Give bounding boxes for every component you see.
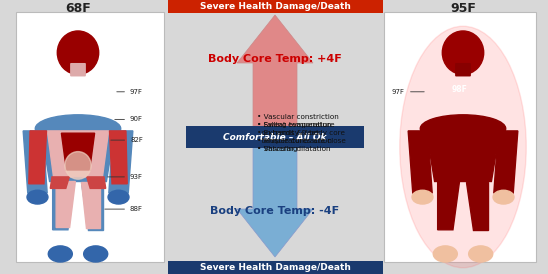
- Text: 88F: 88F: [105, 206, 143, 212]
- Text: Body Core Temp: -4F: Body Core Temp: -4F: [210, 206, 340, 215]
- Text: 93F: 93F: [108, 174, 143, 180]
- Polygon shape: [53, 181, 75, 230]
- Ellipse shape: [420, 115, 506, 142]
- Ellipse shape: [469, 246, 493, 262]
- Polygon shape: [29, 131, 47, 184]
- Ellipse shape: [58, 31, 99, 75]
- Ellipse shape: [65, 152, 91, 179]
- Text: • Sweat evaporation
• Extremity & body core
  temperatures are close
• Vascular : • Sweat evaporation • Extremity & body c…: [257, 122, 346, 152]
- Text: Severe Health Damage/Death: Severe Health Damage/Death: [199, 2, 350, 11]
- Text: • Vascular constriction
• Falling temperature
  on hands & feet
• Muscle contrac: • Vascular constriction • Falling temper…: [257, 114, 339, 152]
- Polygon shape: [438, 181, 460, 230]
- FancyBboxPatch shape: [168, 0, 383, 13]
- Polygon shape: [87, 177, 106, 189]
- Polygon shape: [408, 131, 432, 193]
- Text: Comfortable – All Ok: Comfortable – All Ok: [223, 133, 327, 141]
- Text: Severe Health Damage/Death: Severe Health Damage/Death: [199, 263, 350, 272]
- Ellipse shape: [433, 246, 458, 262]
- Text: 98F: 98F: [70, 101, 86, 110]
- Polygon shape: [466, 181, 488, 230]
- Polygon shape: [50, 177, 69, 189]
- FancyBboxPatch shape: [168, 261, 383, 274]
- Polygon shape: [56, 181, 76, 227]
- Ellipse shape: [84, 246, 108, 262]
- Ellipse shape: [493, 190, 514, 204]
- FancyBboxPatch shape: [16, 12, 164, 262]
- Polygon shape: [23, 131, 47, 193]
- Text: 90F: 90F: [115, 116, 143, 122]
- Ellipse shape: [399, 26, 526, 268]
- Polygon shape: [82, 181, 104, 230]
- Text: 97F: 97F: [392, 89, 424, 95]
- Polygon shape: [48, 131, 109, 177]
- Polygon shape: [41, 129, 115, 181]
- Text: 97F: 97F: [117, 89, 143, 95]
- Ellipse shape: [48, 246, 72, 262]
- Text: Body Core Temp: +4F: Body Core Temp: +4F: [208, 53, 342, 64]
- Polygon shape: [494, 131, 518, 193]
- Polygon shape: [426, 129, 500, 181]
- Polygon shape: [61, 133, 95, 170]
- FancyBboxPatch shape: [455, 63, 471, 76]
- Polygon shape: [237, 148, 313, 257]
- Text: 95F: 95F: [450, 1, 476, 15]
- FancyBboxPatch shape: [384, 12, 536, 262]
- Ellipse shape: [412, 190, 433, 204]
- Ellipse shape: [108, 190, 129, 204]
- Polygon shape: [110, 131, 127, 184]
- Ellipse shape: [35, 115, 121, 142]
- FancyBboxPatch shape: [186, 126, 364, 148]
- FancyBboxPatch shape: [70, 63, 86, 76]
- Polygon shape: [81, 181, 100, 227]
- Text: 98F: 98F: [452, 85, 468, 94]
- Text: 68F: 68F: [65, 1, 91, 15]
- Ellipse shape: [27, 190, 48, 204]
- Polygon shape: [237, 15, 313, 126]
- Ellipse shape: [442, 31, 484, 75]
- Text: 82F: 82F: [111, 137, 143, 143]
- Polygon shape: [109, 131, 133, 193]
